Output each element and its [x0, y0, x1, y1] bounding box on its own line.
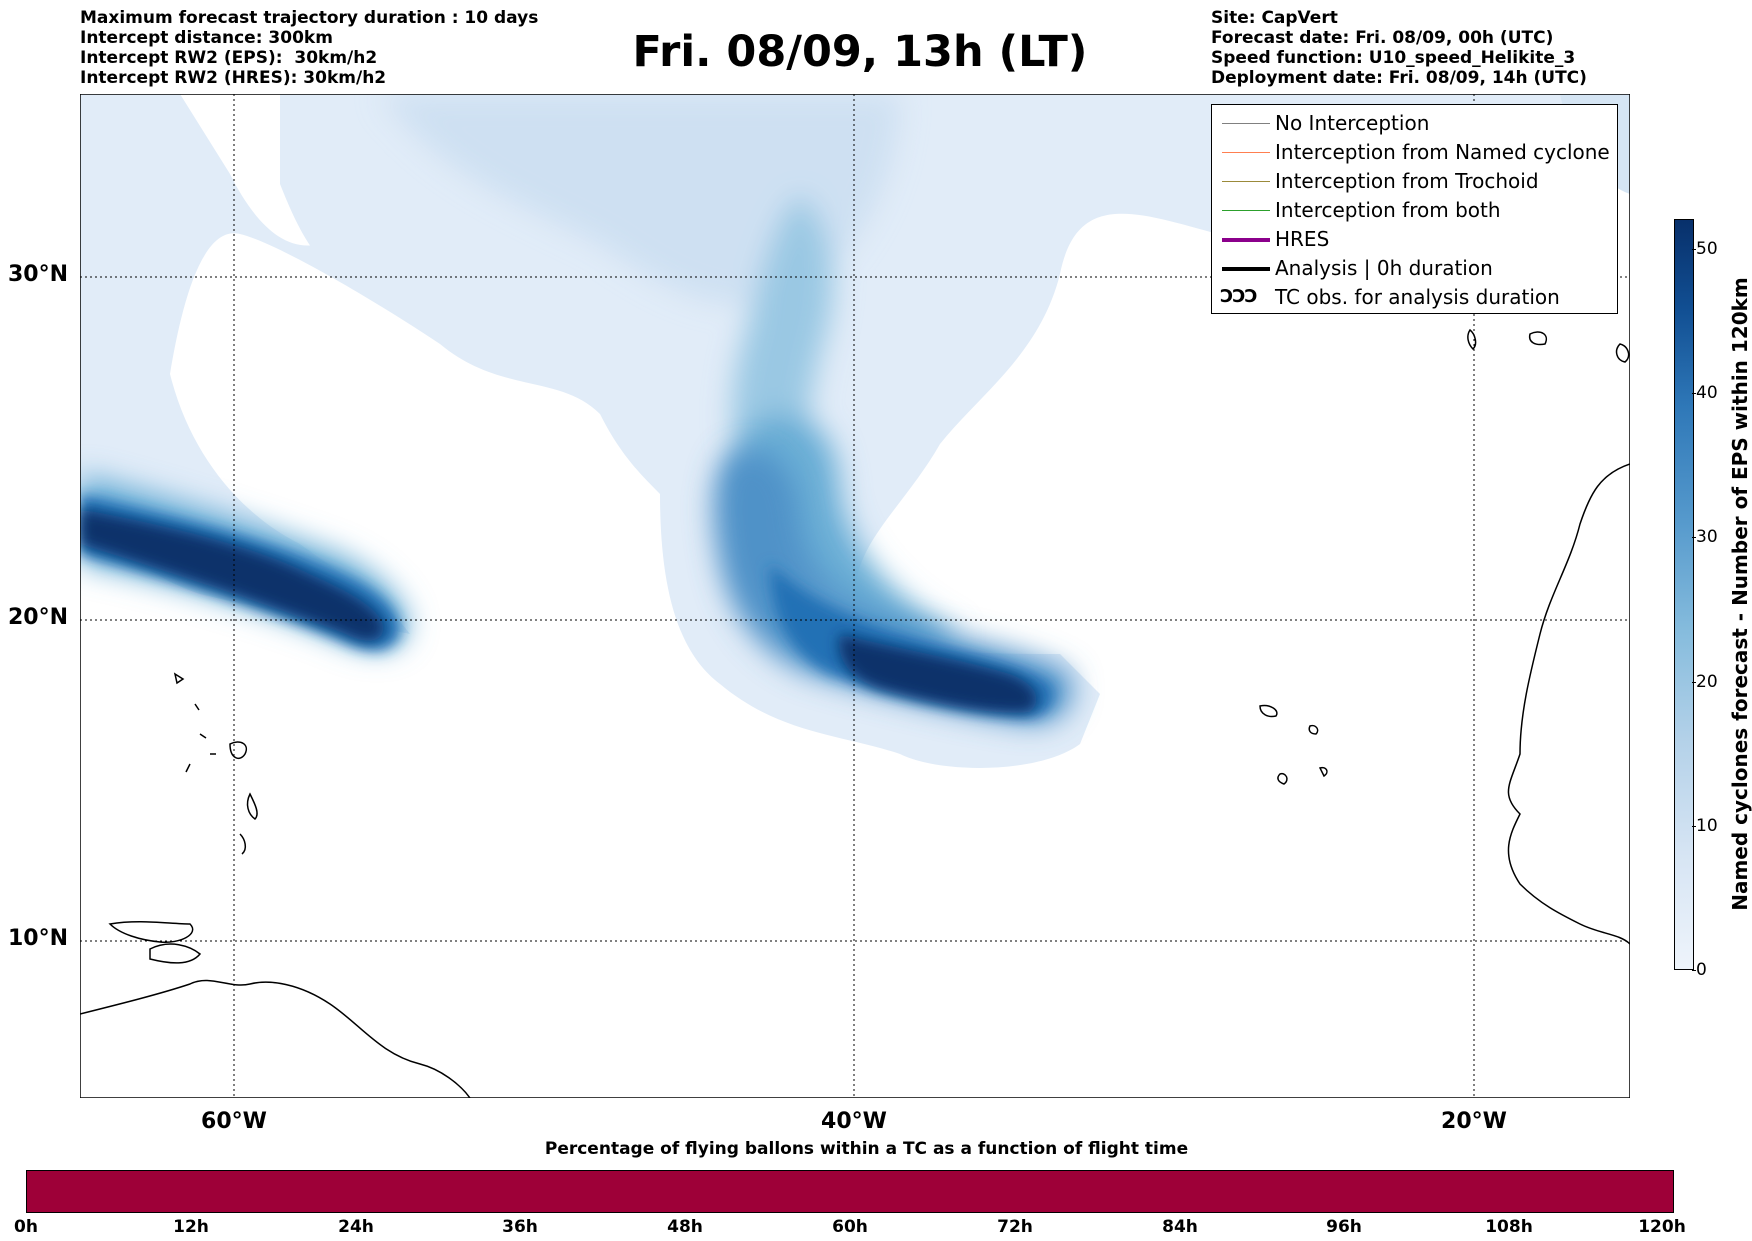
forecast-map [80, 94, 1630, 1098]
progress-tick: 36h [502, 1217, 538, 1237]
header-right: Site: CapVert Forecast date: Fri. 08/09,… [1211, 8, 1587, 88]
progress-tick: 12h [173, 1217, 209, 1237]
tc-obs-symbol-icon: ƆƆƆ [1220, 286, 1258, 307]
legend-label: No Interception [1275, 111, 1430, 135]
legend-line-hres [1222, 238, 1270, 242]
lat-label: 10°N [8, 926, 69, 951]
lon-label: 40°W [821, 1109, 887, 1134]
header-left-line: Intercept RW2 (HRES): 30km/h2 [80, 68, 387, 88]
legend-line-trochoid [1222, 181, 1270, 182]
progress-tick: 60h [832, 1217, 868, 1237]
progress-tick: 72h [997, 1217, 1033, 1237]
colorbar [1674, 219, 1694, 970]
progress-bar-title: Percentage of flying ballons within a TC… [544, 1139, 1189, 1159]
progress-tick: 96h [1326, 1217, 1362, 1237]
colorbar-tick: 50 [1692, 239, 1718, 259]
header-left-line: Intercept RW2 (EPS): 30km/h2 [80, 48, 378, 68]
colorbar-tick: 0 [1692, 960, 1707, 980]
coastlines [80, 328, 1630, 1098]
progress-tick: 0h [14, 1217, 38, 1237]
cyclone-track-west [80, 474, 410, 650]
header-left-line: Intercept distance: 300km [80, 28, 333, 48]
progress-tick: 84h [1162, 1217, 1198, 1237]
page-title: Fri. 08/09, 13h (LT) [632, 27, 1088, 77]
legend-line-no-interception [1222, 123, 1270, 124]
legend-label: Interception from both [1275, 198, 1501, 222]
legend: No Interception Interception from Named … [1211, 104, 1618, 314]
colorbar-tick: 20 [1692, 672, 1718, 692]
header-right-line: Deployment date: Fri. 08/09, 14h (UTC) [1211, 68, 1587, 88]
legend-label: Analysis | 0h duration [1275, 256, 1493, 280]
header-right-line: Forecast date: Fri. 08/09, 00h (UTC) [1211, 28, 1554, 48]
legend-item: Interception from Trochoid [1212, 169, 1617, 195]
legend-label: Interception from Named cyclone [1275, 140, 1610, 164]
legend-item: Analysis | 0h duration [1212, 256, 1617, 282]
colorbar-tick: 10 [1692, 816, 1718, 836]
colorbar-tick: 30 [1692, 527, 1718, 547]
legend-label: HRES [1275, 227, 1330, 251]
legend-line-analysis [1222, 267, 1270, 271]
progress-tick: 108h [1485, 1217, 1533, 1237]
colorbar-tick: 40 [1692, 383, 1718, 403]
legend-line-both [1222, 210, 1270, 211]
progress-tick: 48h [667, 1217, 703, 1237]
header-right-line: Site: CapVert [1211, 8, 1338, 28]
lon-label: 20°W [1441, 1109, 1507, 1134]
progress-tick: 120h [1638, 1217, 1686, 1237]
legend-label: Interception from Trochoid [1275, 169, 1539, 193]
legend-item: HRES [1212, 227, 1617, 253]
header-left: Maximum forecast trajectory duration : 1… [80, 8, 538, 88]
legend-item: Interception from both [1212, 198, 1617, 224]
lon-label: 60°W [201, 1109, 267, 1134]
flight-time-progress-bar [26, 1170, 1674, 1213]
header-right-line: Speed function: U10_speed_Helikite_3 [1211, 48, 1576, 68]
progress-tick: 24h [338, 1217, 374, 1237]
lat-label: 20°N [8, 605, 69, 630]
legend-line-named-cyclone [1222, 152, 1270, 153]
legend-item: ƆƆƆ TC obs. for analysis duration [1212, 285, 1617, 311]
lat-label: 30°N [8, 262, 69, 287]
cyclone-track-central [713, 448, 1073, 724]
legend-item: Interception from Named cyclone [1212, 140, 1617, 166]
legend-label: TC obs. for analysis duration [1275, 285, 1560, 309]
header-left-line: Maximum forecast trajectory duration : 1… [80, 8, 539, 28]
legend-item: No Interception [1212, 111, 1617, 137]
colorbar-label: Named cyclones forecast - Number of EPS … [1728, 277, 1752, 911]
